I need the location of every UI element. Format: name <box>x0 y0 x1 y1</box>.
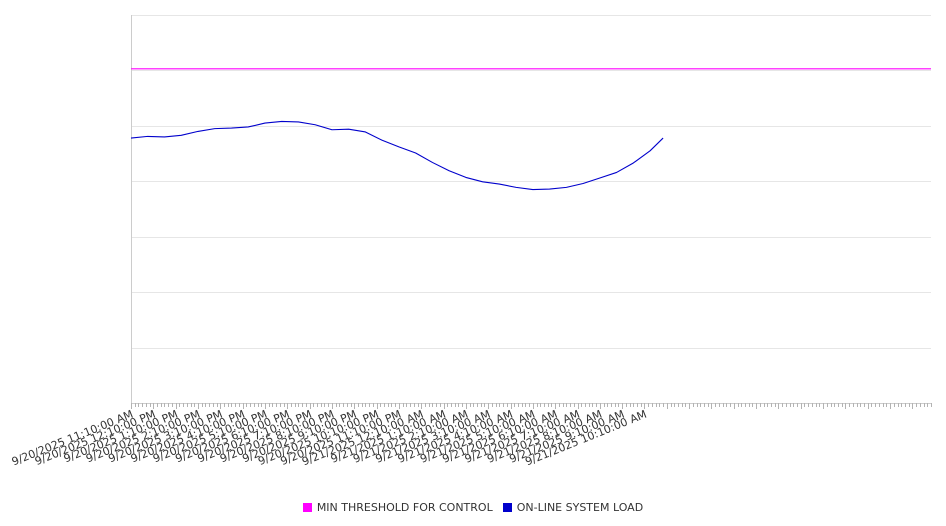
legend-label-min-threshold: MIN THRESHOLD FOR CONTROL <box>316 500 493 514</box>
x-axis-tick-labels: 9/20/2025 11:10:00 AM9/20/2025 12:10:00 … <box>10 408 649 469</box>
legend-label-online-system-load: ON-LINE SYSTEM LOAD <box>516 500 644 514</box>
legend-entry-min-threshold[interactable]: MIN THRESHOLD FOR CONTROL <box>302 500 493 514</box>
legend-swatch-online-system-load <box>502 502 512 512</box>
gridlines <box>131 15 931 349</box>
series-lines <box>130 68 931 191</box>
series-line-1 <box>130 120 664 191</box>
x-axis-ticks <box>131 403 932 409</box>
legend-entry-online-system-load[interactable]: ON-LINE SYSTEM LOAD <box>502 500 644 514</box>
legend: MIN THRESHOLD FOR CONTROL ON-LINE SYSTEM… <box>0 499 946 515</box>
legend-swatch-min-threshold <box>302 502 312 512</box>
axes <box>131 15 931 404</box>
